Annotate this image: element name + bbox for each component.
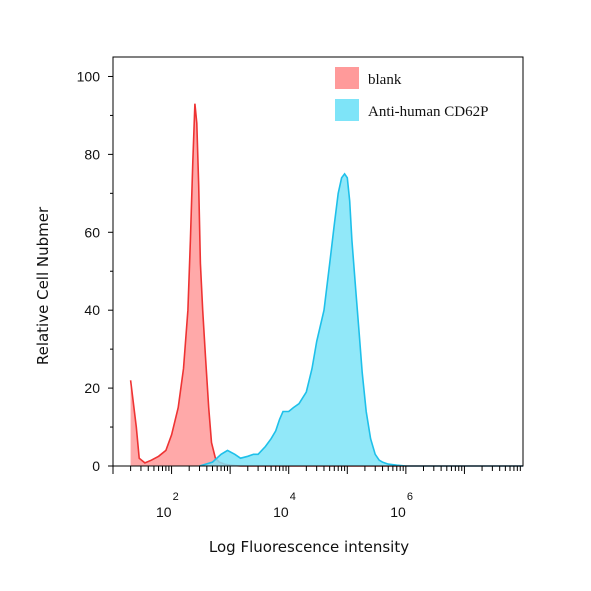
series-anti-human-cd62p-fill (199, 173, 523, 466)
x-tick-label-exponent: 4 (290, 491, 296, 503)
series-anti-human-cd62p-line (199, 172, 523, 467)
y-tick-label-60: 60 (84, 224, 100, 240)
series-layer (129, 103, 523, 467)
legend: blank Anti-human CD62P (335, 67, 488, 121)
legend-swatch-blank (335, 67, 359, 89)
legend-label-blank: blank (368, 72, 402, 88)
y-tick-label-80: 80 (84, 146, 100, 162)
legend-swatch-cd62p (335, 99, 359, 121)
y-tick-label-0: 0 (92, 458, 100, 474)
x-tick-label-base: 10 (390, 504, 406, 520)
x-tick-label-base: 10 (156, 504, 172, 520)
x-axis-title: Log Fluorescence intensity (209, 538, 409, 556)
x-tick-label-exponent: 2 (173, 491, 179, 503)
y-tick-label-40: 40 (84, 302, 100, 318)
y-tick-label-100: 100 (77, 68, 101, 84)
y-axis-title: Relative Cell Nubmer (34, 206, 52, 365)
x-tick-label-exponent: 6 (407, 491, 413, 503)
plot-frame (112, 56, 524, 467)
x-tick-label-base: 10 (273, 504, 289, 520)
y-tick-label-20: 20 (84, 380, 100, 396)
legend-label-cd62p: Anti-human CD62P (368, 104, 488, 120)
